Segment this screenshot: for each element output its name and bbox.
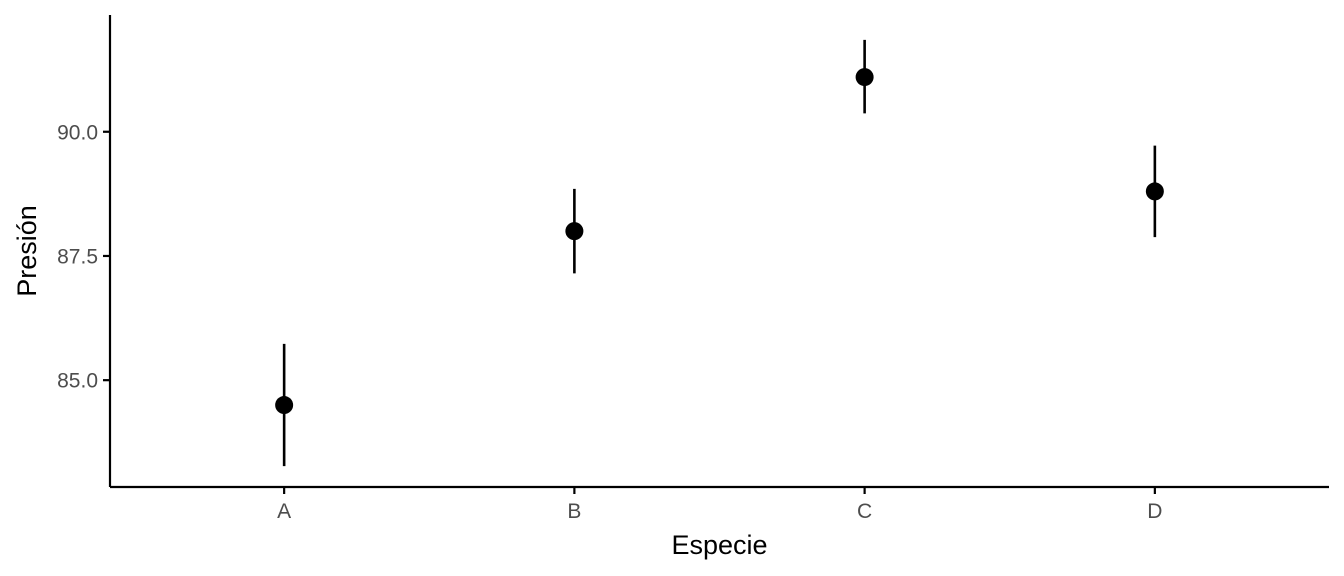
y-axis-title: Presión <box>12 205 42 297</box>
data-point <box>565 222 584 241</box>
x-tick-label: D <box>1147 500 1162 523</box>
y-tick-label: 85.0 <box>57 370 98 393</box>
y-ticks: 85.0 87.5 90.0 <box>57 121 110 393</box>
x-ticks: A B C D <box>277 487 1162 523</box>
x-tick-label: B <box>567 500 581 523</box>
x-tick-label: C <box>857 500 872 523</box>
points <box>275 68 1164 415</box>
axes <box>108 15 1329 489</box>
x-axis-title: Especie <box>671 530 767 560</box>
y-tick-label: 90.0 <box>57 121 98 144</box>
x-tick-label: A <box>277 500 291 523</box>
data-point <box>275 396 294 415</box>
data-point <box>1145 182 1164 201</box>
data-point <box>855 68 874 87</box>
error-bars <box>282 39 1157 467</box>
y-tick-label: 87.5 <box>57 245 98 268</box>
